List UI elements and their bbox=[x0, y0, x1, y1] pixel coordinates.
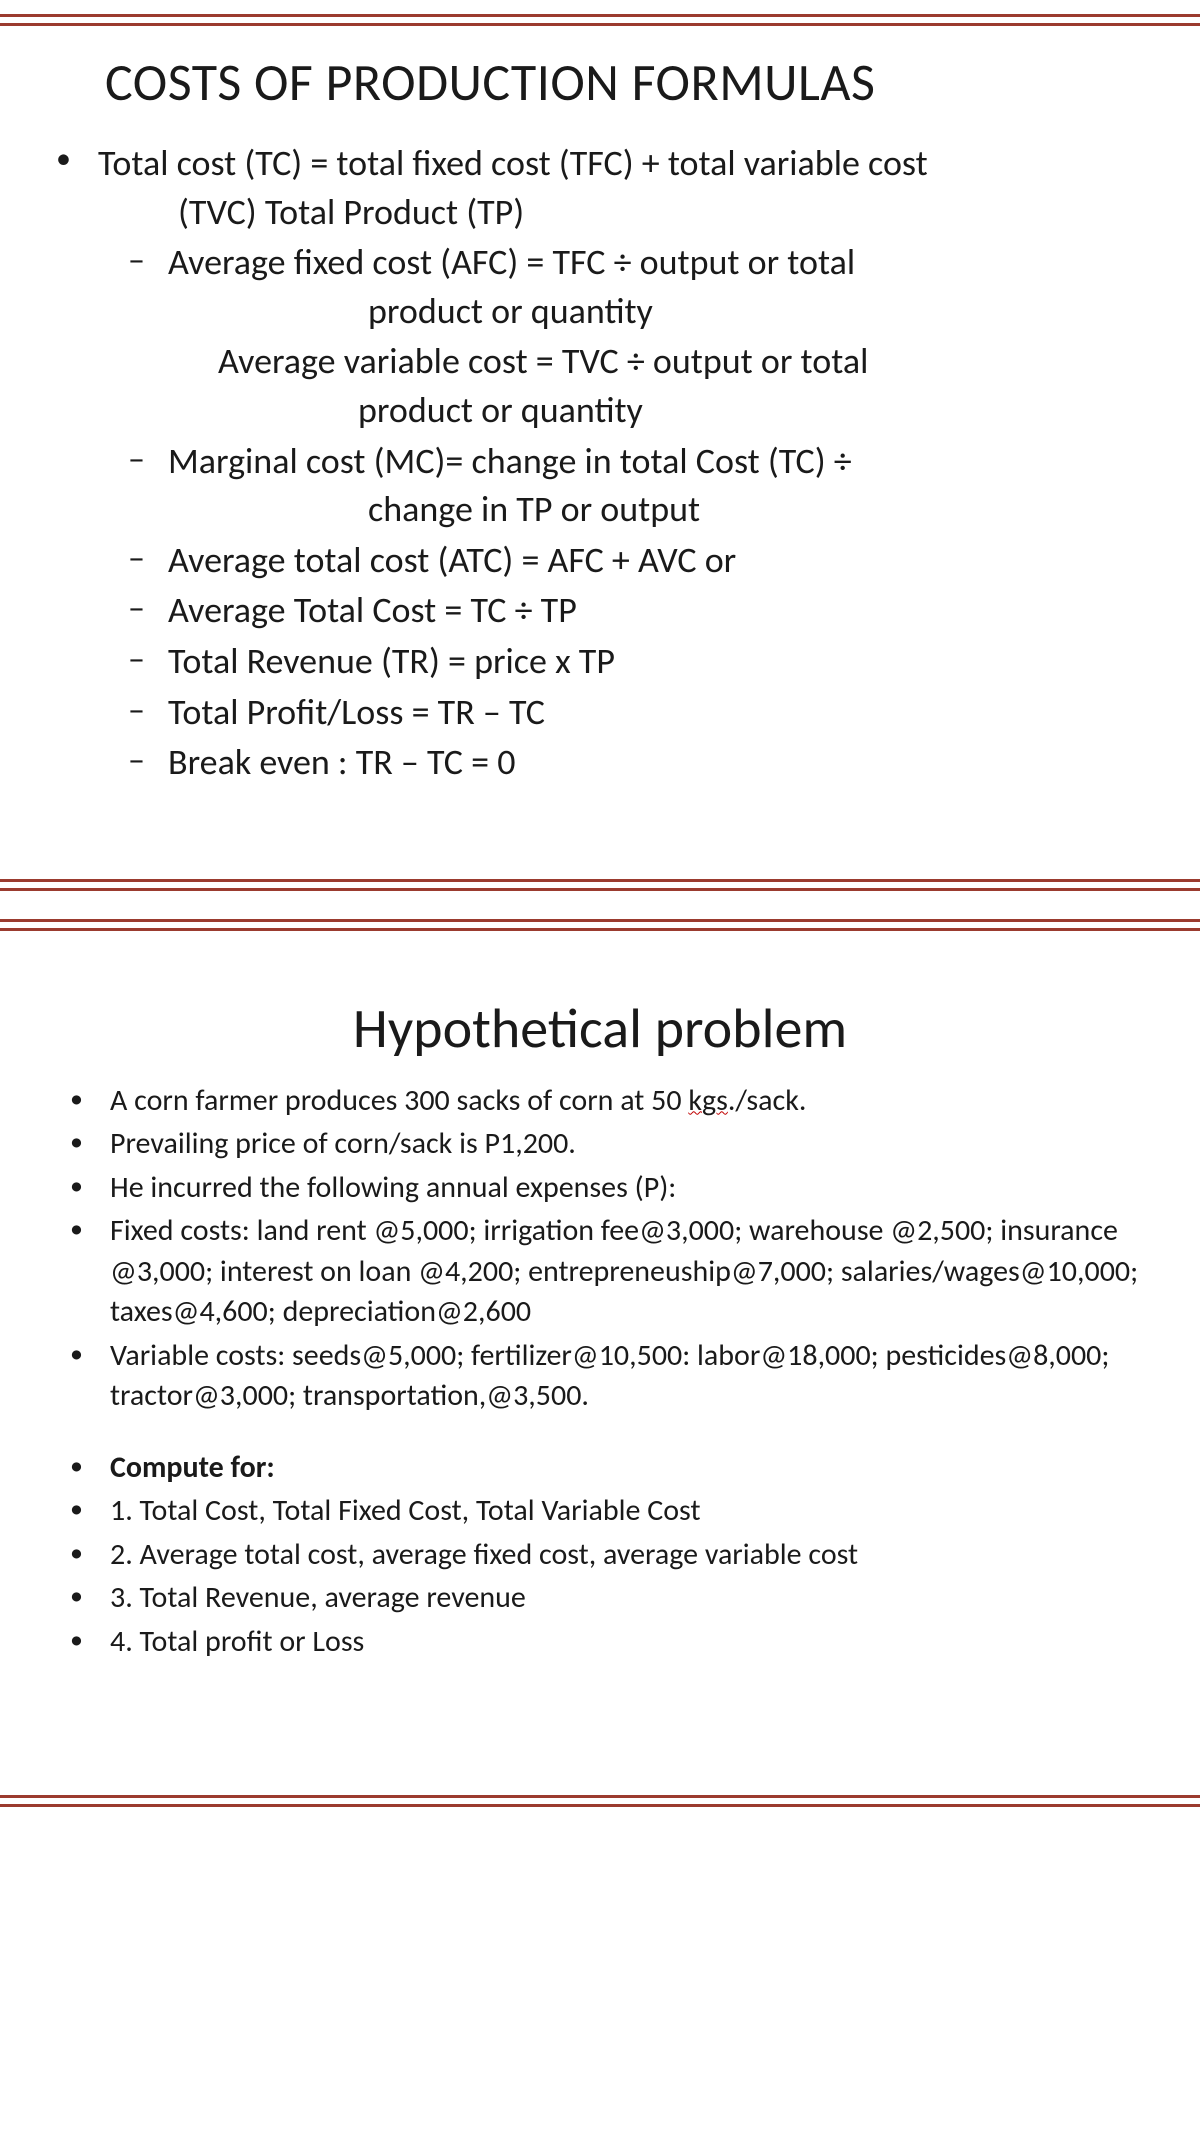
list-item: Fixed costs: land rent @5,000; irrigatio… bbox=[50, 1211, 1150, 1333]
bullet-text: Total Revenue (TR) = price x TP bbox=[168, 639, 615, 683]
bullet-text: Marginal cost (MC)= change in total Cost… bbox=[168, 439, 852, 483]
bullet-text: Prevailing price of corn/sack is P1,200. bbox=[110, 1125, 576, 1162]
bullet-text: Fixed costs: land rent @5,000; irrigatio… bbox=[110, 1212, 1138, 1330]
list-item: He incurred the following annual expense… bbox=[50, 1168, 1150, 1209]
list-item: 1. Total Cost, Total Fixed Cost, Total V… bbox=[50, 1491, 1150, 1532]
bullet-list-level1: Total cost (TC) = total fixed cost (TFC)… bbox=[50, 139, 1150, 787]
sub-line: Average variable cost = TVC ÷ output or … bbox=[168, 337, 1150, 434]
bullet-text-wrap: product or quantity bbox=[168, 287, 1150, 336]
list-item: Compute for: bbox=[50, 1448, 1150, 1489]
bullet-text-bold: Compute for: bbox=[110, 1449, 275, 1486]
bullet-text-wrap: (TVC) Total Product (TP) bbox=[98, 188, 1150, 237]
bullet-text: Break even : TR – TC = 0 bbox=[168, 740, 515, 784]
list-item: Total Profit/Loss = TR – TC bbox=[98, 688, 1150, 737]
list-item: 4. Total profit or Loss bbox=[50, 1622, 1150, 1663]
bullet-text: 2. Average total cost, average fixed cos… bbox=[110, 1536, 858, 1573]
list-item: Prevailing price of corn/sack is P1,200. bbox=[50, 1124, 1150, 1165]
bullet-text: 1. Total Cost, Total Fixed Cost, Total V… bbox=[110, 1492, 701, 1529]
slide-costs-formulas: COSTS OF PRODUCTION FORMULAS Total cost … bbox=[0, 0, 1200, 905]
list-item: Total Revenue (TR) = price x TP bbox=[98, 637, 1150, 686]
list-item: Break even : TR – TC = 0 bbox=[98, 738, 1150, 787]
slide-content: COSTS OF PRODUCTION FORMULAS Total cost … bbox=[0, 30, 1200, 819]
bullet-text: Variable costs: seeds@5,000; fertilizer@… bbox=[110, 1337, 1109, 1415]
slide-title: Hypothetical problem bbox=[50, 995, 1150, 1063]
slide-hypothetical-problem: Hypothetical problem A corn farmer produ… bbox=[0, 905, 1200, 1822]
bottom-border-rule bbox=[0, 1795, 1200, 1807]
list-item: Average Total Cost = TC ÷ TP bbox=[98, 586, 1150, 635]
bullet-text-wrap: product or quantity bbox=[218, 386, 1150, 435]
slide-content: Hypothetical problem A corn farmer produ… bbox=[0, 935, 1200, 1696]
top-border-rule bbox=[0, 14, 1200, 26]
bullet-list-level1: A corn farmer produces 300 sacks of corn… bbox=[50, 1081, 1150, 1417]
slide-title: COSTS OF PRODUCTION FORMULAS bbox=[105, 50, 1150, 114]
bullet-text-wrap: change in TP or output bbox=[168, 485, 1150, 534]
bullet-text: Average Total Cost = TC ÷ TP bbox=[168, 588, 577, 632]
bottom-border-rule bbox=[0, 879, 1200, 891]
list-item: A corn farmer produces 300 sacks of corn… bbox=[50, 1081, 1150, 1122]
spellcheck-underline: kgs bbox=[688, 1082, 728, 1119]
bullet-text: ./sack. bbox=[728, 1082, 807, 1119]
bullet-text: A corn farmer produces 300 sacks of corn… bbox=[110, 1082, 688, 1119]
bullet-text: Average fixed cost (AFC) = TFC ÷ output … bbox=[168, 240, 855, 284]
vertical-spacer bbox=[50, 1420, 1150, 1448]
bullet-list-level2: Average fixed cost (AFC) = TFC ÷ output … bbox=[98, 238, 1150, 787]
bullet-text: Total cost (TC) = total fixed cost (TFC)… bbox=[98, 141, 928, 185]
bullet-text: Average total cost (ATC) = AFC + AVC or bbox=[168, 538, 736, 582]
list-item: Average total cost (ATC) = AFC + AVC or bbox=[98, 536, 1150, 585]
bullet-text: 3. Total Revenue, average revenue bbox=[110, 1579, 526, 1616]
bullet-list-level1: Compute for: 1. Total Cost, Total Fixed … bbox=[50, 1448, 1150, 1663]
list-item: 2. Average total cost, average fixed cos… bbox=[50, 1535, 1150, 1576]
list-item: Average fixed cost (AFC) = TFC ÷ output … bbox=[98, 238, 1150, 434]
top-border-rule bbox=[0, 919, 1200, 931]
list-item: Total cost (TC) = total fixed cost (TFC)… bbox=[50, 139, 1150, 787]
bullet-text: Average variable cost = TVC ÷ output or … bbox=[218, 339, 868, 383]
bullet-text: 4. Total profit or Loss bbox=[110, 1623, 364, 1660]
bullet-text: Total Profit/Loss = TR – TC bbox=[168, 690, 545, 734]
list-item: Marginal cost (MC)= change in total Cost… bbox=[98, 437, 1150, 534]
list-item: 3. Total Revenue, average revenue bbox=[50, 1578, 1150, 1619]
list-item: Variable costs: seeds@5,000; fertilizer@… bbox=[50, 1336, 1150, 1417]
bullet-text: He incurred the following annual expense… bbox=[110, 1169, 676, 1206]
